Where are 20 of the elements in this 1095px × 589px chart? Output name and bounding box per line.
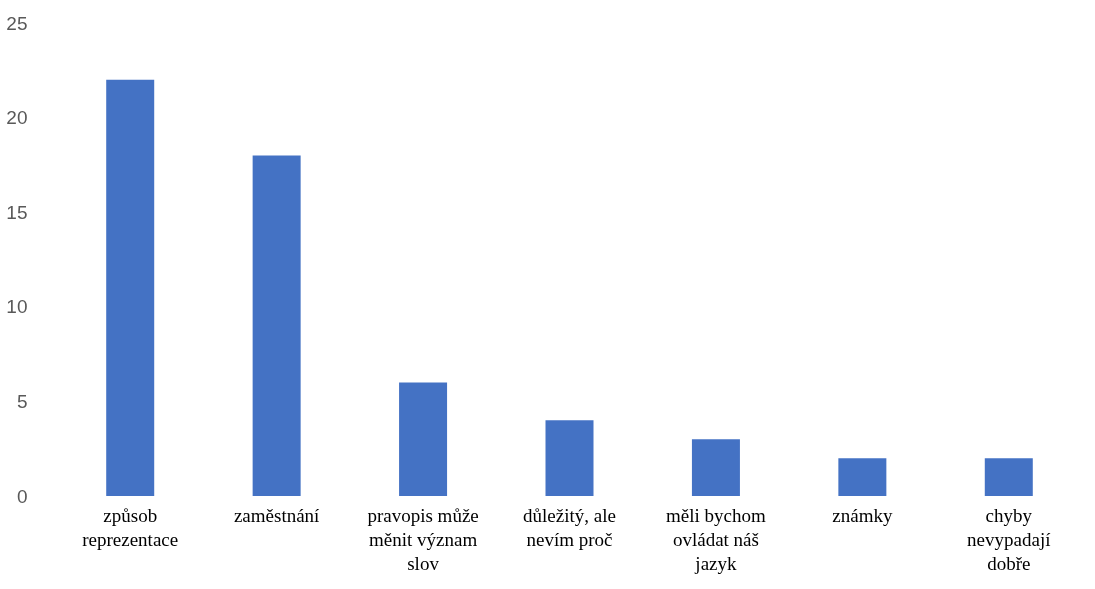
bar: [252, 155, 301, 496]
y-tick-label: 10: [6, 296, 28, 318]
x-tick-label: zaměstnání: [233, 504, 321, 526]
x-tick-label: pravopis může měnit význam slov: [367, 504, 479, 574]
bar: [545, 420, 594, 496]
bar: [399, 382, 448, 496]
bar: [984, 458, 1033, 496]
x-tick-label: známky: [832, 504, 893, 526]
y-tick-label: 20: [6, 107, 28, 129]
y-tick-label: 5: [16, 390, 28, 412]
x-tick-label: chyby nevypadají dobře: [967, 504, 1052, 574]
bar: [691, 439, 740, 496]
bar: [838, 458, 887, 496]
bar: [106, 79, 155, 496]
x-tick-label: důležitý, ale nevím proč: [523, 504, 616, 550]
y-tick-label: 15: [6, 201, 28, 223]
x-tick-label: způsob reprezentace: [82, 504, 179, 550]
y-tick-label: 25: [6, 12, 28, 34]
y-tick-label: 0: [16, 485, 28, 507]
x-tick-label: měli bychom ovládat náš jazyk: [666, 504, 767, 574]
